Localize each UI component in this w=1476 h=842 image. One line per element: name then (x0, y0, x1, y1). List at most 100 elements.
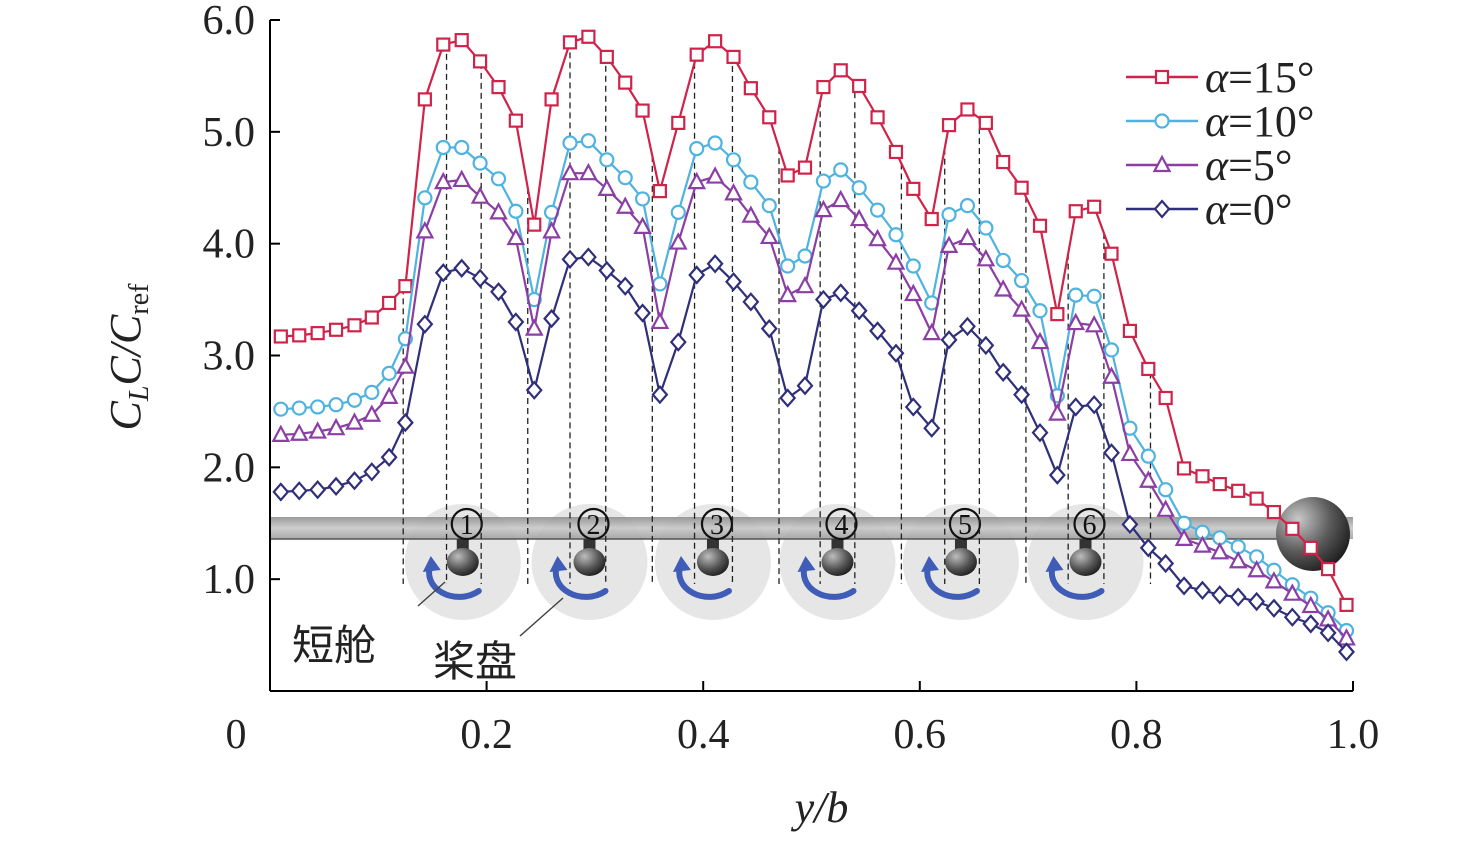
series-4-point-36 (904, 397, 922, 417)
series-3-point-18 (579, 162, 598, 181)
legend-label-2: α=10° (1205, 97, 1315, 146)
series-1-point-46 (1087, 199, 1102, 214)
series-2-point-20 (617, 170, 633, 186)
series-1-point-31 (816, 79, 831, 95)
series-4-point-27 (742, 292, 760, 312)
series-3-point-7 (379, 386, 399, 404)
rotation-arrow-3 (676, 562, 732, 600)
series-2-point-29 (780, 258, 796, 274)
series-3-point-15 (524, 318, 544, 336)
series-1-point-27 (743, 81, 758, 96)
series-1-point-10 (436, 37, 451, 52)
series-4-point-15 (525, 380, 543, 400)
prop-number-ring-2 (577, 507, 610, 541)
series-3-point-2 (289, 423, 309, 441)
series-4-point-3 (309, 480, 327, 500)
series-1-point-6 (364, 310, 379, 325)
series-4-point-57 (1283, 607, 1301, 627)
series-3-point-58 (1301, 595, 1321, 614)
series-1-point-42 (1014, 180, 1029, 195)
rotation-arrowhead-6 (1045, 556, 1064, 572)
rotation-arrowhead-3 (672, 556, 691, 572)
series-3 (271, 162, 1356, 646)
series-4-point-8 (396, 412, 414, 433)
series-4-point-44 (1048, 465, 1066, 485)
series-3-point-35 (886, 252, 906, 270)
series-1-point-53 (1212, 477, 1227, 492)
legend-entry-1: α=15° (1126, 53, 1315, 102)
x-tick-label-3: 0.6 (894, 712, 947, 758)
legend-entry-4: α=0° (1126, 185, 1293, 234)
series-3-point-4 (326, 417, 346, 436)
series-4-point-12 (471, 268, 489, 289)
series-1-point-3 (310, 326, 325, 341)
series-3-point-5 (345, 412, 364, 430)
series-1-point-56 (1266, 504, 1282, 520)
series-1-point-34 (870, 110, 885, 125)
series-2-point-38 (941, 206, 957, 223)
series-3-point-10 (433, 171, 453, 190)
rotation-arrowhead-2 (549, 556, 568, 572)
series-3-point-12 (470, 186, 490, 204)
series-3-point-49 (1138, 470, 1158, 488)
series-3-point-11 (452, 169, 472, 188)
series-2-point-7 (381, 365, 397, 381)
series-2-point-6 (364, 384, 380, 401)
legend-marker-4 (1153, 199, 1171, 219)
series-1-point-23 (671, 115, 686, 130)
series-2-point-31 (815, 173, 832, 189)
nacelle-6 (1069, 548, 1102, 576)
x-tick-label-1: 0.2 (460, 712, 513, 758)
series-4-point-38 (940, 330, 958, 350)
series-2-point-5 (346, 392, 363, 408)
series-4-point-52 (1194, 580, 1211, 601)
series-1-point-4 (328, 322, 344, 337)
rotation-arrow-5 (924, 562, 980, 600)
y-tick-label-1: 1.0 (203, 557, 256, 603)
series-4-point-45 (1067, 397, 1085, 417)
series-2-point-11 (454, 139, 470, 156)
series-4-point-22 (651, 384, 669, 405)
series-1 (273, 29, 1354, 612)
series-1-point-9 (417, 92, 432, 107)
y-tick-label-5: 5.0 (203, 110, 256, 156)
legend-marker-3 (1152, 154, 1172, 173)
legend-label-3: α=5° (1205, 141, 1293, 190)
y-tick-label-4: 4.0 (203, 222, 256, 268)
nacelle-4 (821, 548, 854, 576)
series-1-point-25 (708, 34, 723, 49)
series-2-point-40 (978, 220, 994, 236)
series-4-point-49 (1139, 538, 1157, 558)
series-2-point-34 (869, 202, 886, 218)
nacelle-label: 短舱 (292, 621, 376, 670)
series-1-point-19 (599, 49, 614, 65)
series-4-point-21 (634, 303, 652, 323)
series-2-point-50 (1158, 482, 1174, 498)
series-2-point-10 (435, 139, 451, 156)
series-2-point-2 (291, 400, 307, 416)
series-1-point-5 (347, 318, 362, 333)
series-2-point-19 (599, 152, 615, 168)
nacelle-5 (944, 548, 977, 576)
series-2-point-9 (417, 190, 433, 206)
series-2-point-33 (851, 180, 867, 196)
x-axis-title: y/b (791, 783, 849, 832)
series-2-point-4 (328, 397, 344, 413)
y-tick-label-2: 2.0 (203, 445, 256, 491)
series-3-point-19 (597, 178, 617, 196)
series-4-point-51 (1175, 576, 1193, 596)
series-4-point-7 (380, 447, 398, 467)
series-3-point-3 (308, 421, 327, 439)
prop-number-4: 4 (834, 510, 848, 541)
series-3-point-16 (542, 221, 561, 239)
series-1-point-21 (635, 103, 650, 118)
series-4-point-35 (887, 343, 905, 363)
series-3-point-45 (1066, 312, 1086, 331)
series-3-point-21 (633, 216, 652, 234)
series-4-point-1 (272, 482, 290, 502)
series-4-point-58 (1302, 614, 1320, 634)
prop-number-5: 5 (958, 510, 972, 541)
series-4-point-40 (977, 335, 995, 356)
